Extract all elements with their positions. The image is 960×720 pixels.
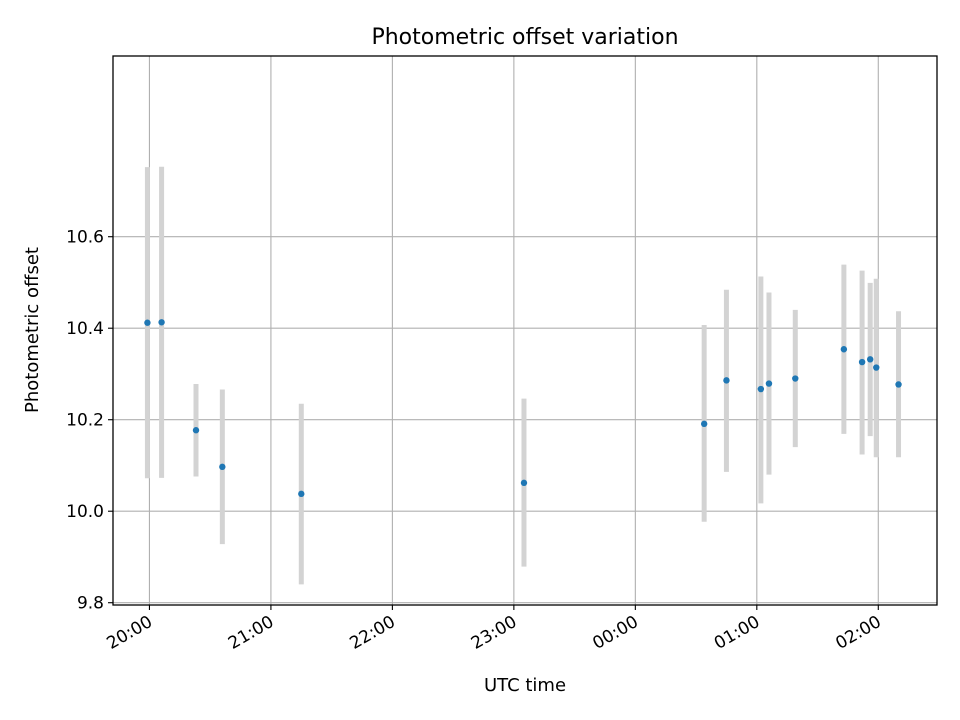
data-point (757, 385, 765, 393)
data-points (144, 319, 902, 498)
y-tick-label: 10.4 (66, 319, 104, 339)
error-bars (144, 166, 902, 585)
y-tick-label: 10.6 (66, 228, 104, 248)
x-tick-label: 00:00 (589, 612, 641, 654)
x-tick-label: 01:00 (711, 612, 763, 654)
y-tick-label: 10.0 (66, 502, 104, 522)
x-tick-label: 21:00 (225, 612, 277, 654)
x-tick-label: 22:00 (346, 612, 398, 654)
x-tick-label: 20:00 (104, 612, 156, 654)
data-point (858, 358, 866, 366)
x-tick-label: 23:00 (468, 612, 520, 654)
data-point (723, 377, 730, 384)
data-point (700, 420, 708, 428)
data-point (895, 381, 902, 388)
y-axis: 9.8 10.0 10.2 10.4 10.6 (66, 228, 113, 614)
chart-title: Photometric offset variation (371, 25, 678, 50)
data-point (792, 375, 799, 382)
x-axis: 20:00 21:00 22:00 23:00 00:00 01:00 02:00 (104, 605, 885, 654)
y-tick-label: 10.2 (66, 411, 104, 431)
y-tick-label: 9.8 (77, 594, 104, 614)
y-axis-label: Photometric offset (22, 247, 43, 413)
data-point (873, 364, 880, 371)
data-point (866, 356, 874, 363)
data-point (840, 346, 848, 353)
data-point (520, 479, 528, 487)
data-point (158, 319, 165, 326)
data-point (298, 490, 305, 498)
plot-frame (112, 55, 938, 606)
data-point (765, 380, 773, 387)
x-axis-label: UTC time (484, 675, 566, 696)
x-tick-label: 02:00 (832, 612, 884, 654)
data-point (144, 319, 151, 326)
data-point (219, 463, 226, 471)
data-point (192, 427, 200, 434)
